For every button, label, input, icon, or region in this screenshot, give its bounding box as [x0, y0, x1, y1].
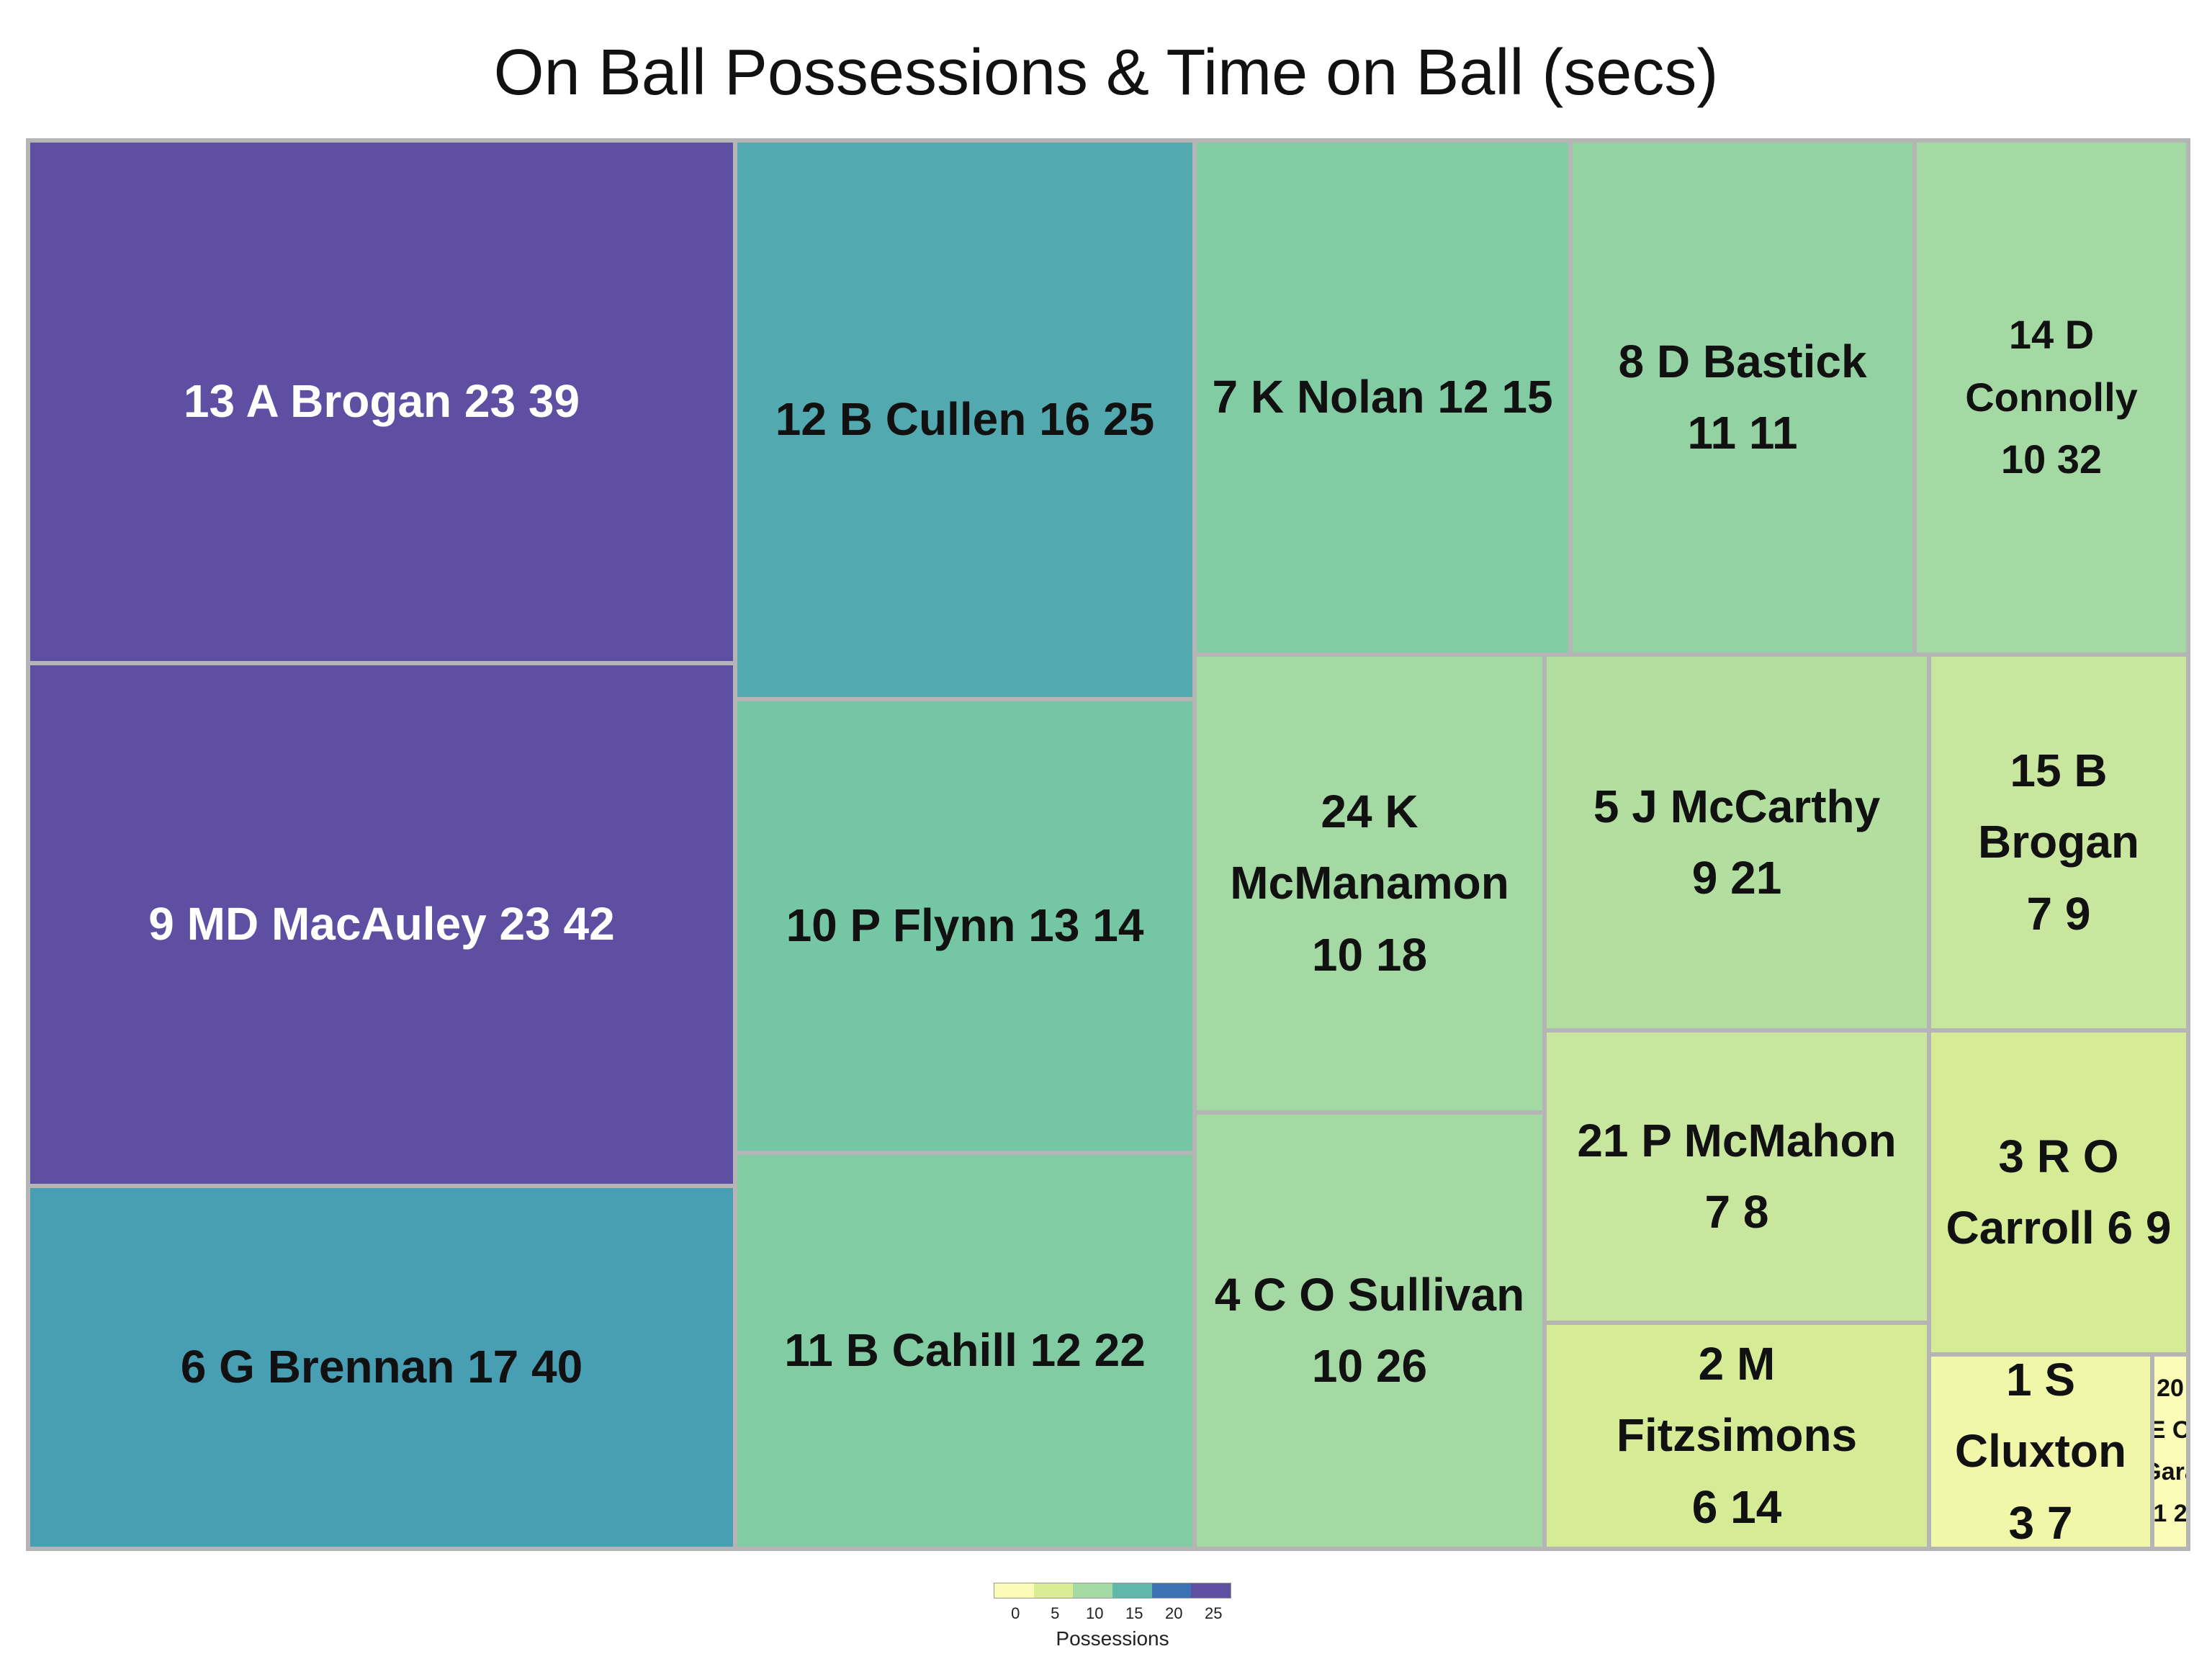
treemap-tile: 5 J McCarthy 9 21 [1545, 655, 1929, 1030]
legend-swatch [1151, 1583, 1192, 1598]
treemap-tile: 13 A Brogan 23 39 [28, 140, 735, 663]
treemap-tile: 24 K McManamon 10 18 [1195, 655, 1545, 1112]
tile-label: 21 P McMahon 7 8 [1577, 1114, 1897, 1238]
treemap-tile: 4 C O Sullivan 10 26 [1195, 1112, 1545, 1549]
treemap-tile: 7 K Nolan 12 15 [1195, 140, 1570, 655]
legend-tick-label: 20 [1165, 1604, 1183, 1622]
treemap-tile: 15 B Brogan 7 9 [1929, 655, 2188, 1030]
treemap-tile: 20E OGara1 2 [2152, 1354, 2188, 1549]
tile-label: 6 G Brennan 17 40 [180, 1341, 583, 1393]
legend-tick-label: 10 [1086, 1604, 1104, 1622]
tile-label: 11 B Cahill 12 22 [784, 1324, 1146, 1377]
tile-label: 12 B Cullen 16 25 [775, 393, 1155, 446]
treemap-tile: 12 B Cullen 16 25 [735, 140, 1195, 699]
legend-title: Possessions [1056, 1627, 1169, 1650]
treemap-tile: 9 MD MacAuley 23 42 [28, 663, 735, 1186]
legend-swatch [1112, 1583, 1152, 1598]
treemap-tile: 14 D Connolly 10 32 [1915, 140, 2188, 655]
tile-label: 3 R O Carroll 6 9 [1946, 1130, 2172, 1254]
treemap-tile: 2 M Fitzsimons 6 14 [1545, 1323, 1929, 1549]
legend-swatch [994, 1583, 1034, 1598]
treemap-tile: 11 B Cahill 12 22 [735, 1153, 1195, 1549]
tile-label: 24 K McManamon 10 18 [1230, 786, 1509, 981]
tile-label: 14 D Connolly 10 32 [1965, 311, 2138, 482]
tile-label: 9 MD MacAuley 23 42 [148, 898, 615, 950]
legend-swatch [1073, 1583, 1113, 1598]
tile-label: 13 A Brogan 23 39 [183, 375, 580, 428]
treemap-tile: 3 R O Carroll 6 9 [1929, 1030, 2188, 1354]
treemap-tile: 10 P Flynn 13 14 [735, 699, 1195, 1153]
legend-tick-label: 0 [1011, 1604, 1020, 1622]
legend-swatch [1191, 1583, 1231, 1598]
treemap-tile: 21 P McMahon 7 8 [1545, 1030, 1929, 1323]
legend-color-bar [994, 1583, 1231, 1599]
treemap-tile: 1 S Cluxton 3 7 [1929, 1354, 2152, 1549]
color-legend: 0 5 10 15 20 25 Possessions [994, 1583, 1231, 1655]
treemap-plot: 13 A Brogan 23 39 9 MD MacAuley 23 42 6 G … [26, 138, 2190, 1551]
tile-label: 4 C O Sullivan 10 26 [1214, 1268, 1525, 1392]
tile-label: 7 K Nolan 12 15 [1212, 371, 1553, 423]
tile-label: 20E OGara1 2 [2153, 1375, 2188, 1527]
legend-tick-label: 25 [1205, 1604, 1223, 1622]
tile-label: 15 B Brogan 7 9 [1978, 745, 2139, 940]
legend-tick-label: 5 [1051, 1604, 1060, 1622]
tile-label: 10 P Flynn 13 14 [786, 899, 1144, 952]
legend-swatch [1033, 1583, 1074, 1598]
tile-label: 5 J McCarthy 9 21 [1593, 780, 1881, 904]
treemap-tile: 8 D Bastick 11 11 [1570, 140, 1915, 655]
treemap-tile: 6 G Brennan 17 40 [28, 1186, 735, 1549]
chart-title: On Ball Possessions & Time on Ball (secs… [493, 37, 1719, 109]
tile-label: 1 S Cluxton 3 7 [1954, 1354, 2127, 1549]
tile-label: 2 M Fitzsimons 6 14 [1616, 1338, 1858, 1533]
legend-tick-label: 15 [1125, 1604, 1143, 1622]
tile-label: 8 D Bastick 11 11 [1618, 335, 1867, 459]
